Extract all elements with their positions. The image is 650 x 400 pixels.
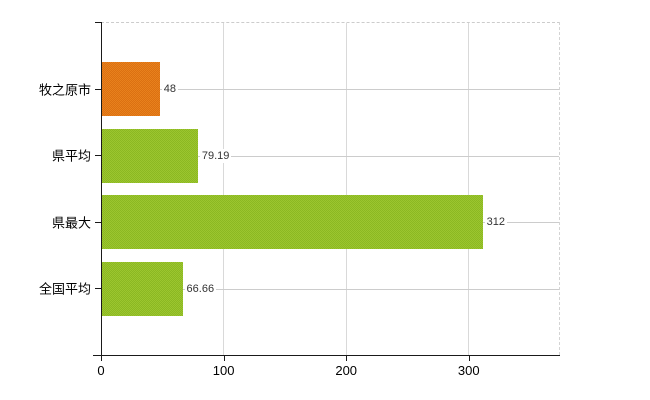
x-axis-tick — [468, 355, 470, 361]
bar-県最大 — [101, 195, 483, 250]
bar-value-label: 66.66 — [184, 281, 217, 296]
category-label-県平均: 県平均 — [51, 148, 91, 164]
x-axis-tick — [101, 355, 102, 361]
gridline-vertical — [467, 23, 469, 355]
bar-県平均 — [101, 128, 198, 183]
x-axis-tick-label: 200 — [335, 363, 358, 378]
y-axis-tick — [95, 155, 101, 157]
gridline-horizontal — [101, 155, 559, 157]
gridline-vertical — [223, 23, 225, 355]
y-axis-tick — [95, 288, 101, 290]
x-axis-tick — [346, 355, 348, 361]
gridline-vertical — [345, 23, 347, 355]
gridline-horizontal — [101, 288, 559, 290]
bar-value-label: 79.19 — [199, 148, 232, 163]
y-axis-tick — [95, 88, 101, 90]
category-label-県最大: 県最大 — [51, 215, 91, 231]
x-axis-tick-label: 100 — [212, 363, 235, 378]
x-axis-tick — [223, 355, 225, 361]
bar-value-label: 312 — [484, 215, 508, 230]
bar-value-label: 48 — [161, 82, 178, 97]
plot-area: 48 79.19 312 66.66 — [101, 22, 560, 355]
category-label-牧之原市: 牧之原市 — [38, 82, 91, 98]
bar-全国平均 — [101, 261, 183, 316]
x-axis — [93, 355, 560, 356]
bar-牧之原市 — [101, 62, 160, 117]
y-axis — [101, 22, 102, 355]
gridline-horizontal — [101, 89, 559, 91]
y-axis-tick — [95, 221, 101, 223]
x-axis-tick-label: 0 — [97, 363, 105, 378]
category-label-全国平均: 全国平均 — [38, 281, 91, 297]
y-axis-top-tick — [95, 22, 101, 23]
x-axis-tick-label: 300 — [457, 363, 480, 378]
